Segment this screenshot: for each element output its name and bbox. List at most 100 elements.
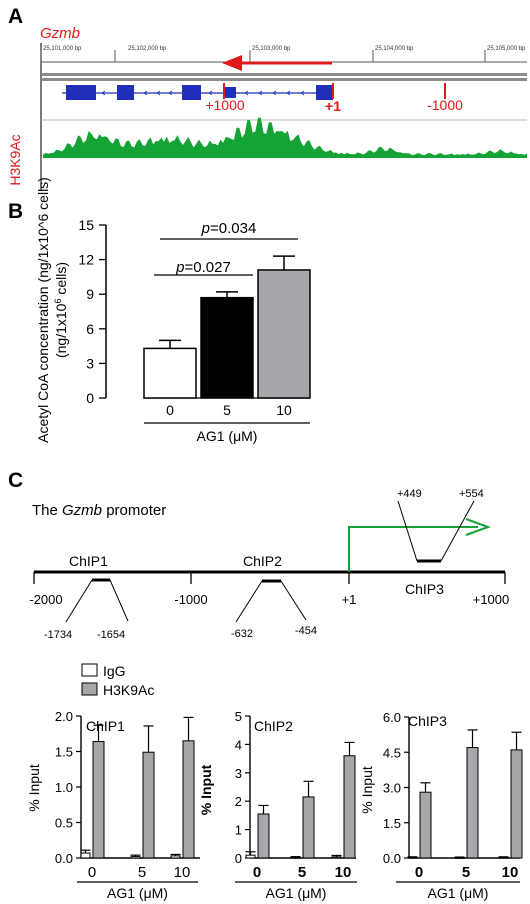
- x-axis-title: AG1 (μM): [107, 885, 168, 901]
- chip2-lead: [235, 580, 263, 623]
- x-tick-label: 5: [462, 864, 470, 881]
- y-tick-label: 4.5: [383, 745, 401, 760]
- promoter-title: The Gzmb promoter: [32, 502, 166, 519]
- tick-label: +1000: [473, 592, 510, 607]
- chip-coord: -632: [231, 628, 253, 640]
- track-band: [41, 73, 527, 76]
- y-tick-label: 12: [78, 252, 94, 268]
- bar: [257, 813, 270, 859]
- y-axis-title: % Input: [26, 764, 42, 812]
- chip3-lead: [397, 500, 418, 562]
- marker-label: -1000: [427, 97, 463, 113]
- marker-label: +1000: [205, 97, 245, 113]
- bar: [80, 852, 91, 859]
- direction-arrow-head-icon: [222, 55, 242, 71]
- y-tick-label: 1: [235, 823, 242, 838]
- y-tick-label: 6.0: [383, 710, 401, 725]
- tss-arrow-head-icon: [465, 518, 491, 536]
- y-tick-label: 0.5: [55, 816, 73, 831]
- bar: [343, 755, 356, 859]
- y-tick-label: 6: [86, 321, 94, 337]
- track-label: H3K9Ac: [7, 134, 23, 185]
- bar: [257, 269, 311, 399]
- bar: [142, 751, 155, 859]
- exon: [182, 85, 201, 100]
- promoter-ticks: [33, 572, 506, 584]
- y-tick-label: 3: [235, 766, 242, 781]
- legend-swatch-h3k9ac: [81, 682, 98, 696]
- y-tick-label: 1.5: [55, 745, 73, 760]
- tss-arrow: [348, 526, 478, 572]
- legend: IgG H3K9Ac: [81, 663, 154, 698]
- exon: [66, 85, 96, 100]
- chart-b: 0 3 6 9 12 15 0 5 10 AG1 (μM) p=0.027 p=0.034: [78, 217, 311, 444]
- exon: [223, 87, 236, 98]
- chart-chip2: 0 1 2 3 4 5 ChIP2 0 5 10 AG1 (μM): [235, 709, 357, 901]
- y-tick-label: 1.0: [55, 780, 73, 795]
- promoter-suffix: promoter: [102, 502, 166, 519]
- x-axis-title: AG1 (μM): [428, 885, 489, 901]
- chip1-name: ChIP1: [69, 553, 108, 569]
- bar: [510, 749, 523, 859]
- panel-b: B Acetyl CoA concentration (ng/1x10^6 ce…: [8, 177, 311, 444]
- coord-label: 25,105,000 bp: [487, 46, 526, 52]
- y-tick-label: 0: [86, 390, 94, 406]
- y-tick-label: 0.0: [383, 851, 401, 866]
- exon: [117, 85, 134, 100]
- gene-model: [62, 85, 333, 100]
- y-tick-label: 3.0: [383, 781, 401, 796]
- x-tick-label: 0: [253, 864, 261, 881]
- chip-coord: -1734: [44, 629, 72, 641]
- chip2-name: ChIP2: [243, 553, 282, 569]
- bar: [290, 856, 301, 859]
- bar: [454, 857, 465, 859]
- x-tick-label: 5: [223, 402, 231, 418]
- y-tick-label: 5: [235, 709, 242, 724]
- bar: [92, 741, 105, 859]
- tick-label: -2000: [29, 592, 62, 607]
- y-tick-label: 2.0: [55, 709, 73, 724]
- bar: [170, 855, 181, 859]
- y-tick-label: 0.0: [55, 851, 73, 866]
- x-tick-label: 10: [502, 864, 519, 881]
- y-tick-label: 0: [235, 851, 242, 866]
- y-tick-label: 3: [86, 355, 94, 371]
- tick-label: -1000: [174, 592, 207, 607]
- chip1-lead: [109, 579, 129, 622]
- bar: [419, 791, 432, 859]
- chip-coord: +449: [397, 488, 422, 500]
- gene-name-label: Gzmb: [40, 25, 80, 42]
- legend-label-igg: IgG: [103, 663, 126, 679]
- bar: [182, 740, 195, 859]
- panel-c: C The Gzmb promoter -2000 -1000 +1 +1000…: [8, 469, 523, 901]
- p-value-label: p=0.034: [201, 220, 257, 237]
- x-tick-label: 0: [415, 864, 423, 881]
- chip1-lead: [65, 579, 93, 623]
- panel-a-label: A: [8, 5, 23, 28]
- x-tick-label: 5: [138, 864, 146, 881]
- bar: [302, 796, 315, 859]
- y-tick-label: 1.5: [383, 816, 401, 831]
- y-tick-label: 15: [78, 217, 94, 233]
- coord-label: 25,102,000 bp: [128, 46, 167, 52]
- marker-lines: [223, 83, 446, 99]
- chart-title: ChIP1: [86, 718, 125, 734]
- y-tick-label: 2: [235, 794, 242, 809]
- bar: [200, 296, 254, 399]
- legend-swatch-igg: [81, 663, 98, 677]
- tick-label: +1: [342, 592, 357, 607]
- bar: [407, 856, 418, 859]
- legend-label-h3k9ac: H3K9Ac: [103, 682, 154, 698]
- chip2-lead: [280, 580, 307, 621]
- chart-chip3: 0.0 1.5 3.0 4.5 6.0 ChIP3 0 5 10 AG1 (μM): [383, 710, 523, 901]
- chip-coord: +554: [459, 488, 484, 500]
- track-band: [41, 78, 527, 81]
- x-tick-label: 10: [276, 402, 292, 418]
- coord-label: 25,101,000 bp: [43, 46, 82, 52]
- x-tick-label: 10: [174, 864, 191, 881]
- chart-title: ChIP2: [254, 718, 293, 734]
- y-tick-label: 4: [235, 737, 242, 752]
- x-tick-label: 10: [335, 864, 352, 881]
- chip3-lead: [440, 500, 475, 562]
